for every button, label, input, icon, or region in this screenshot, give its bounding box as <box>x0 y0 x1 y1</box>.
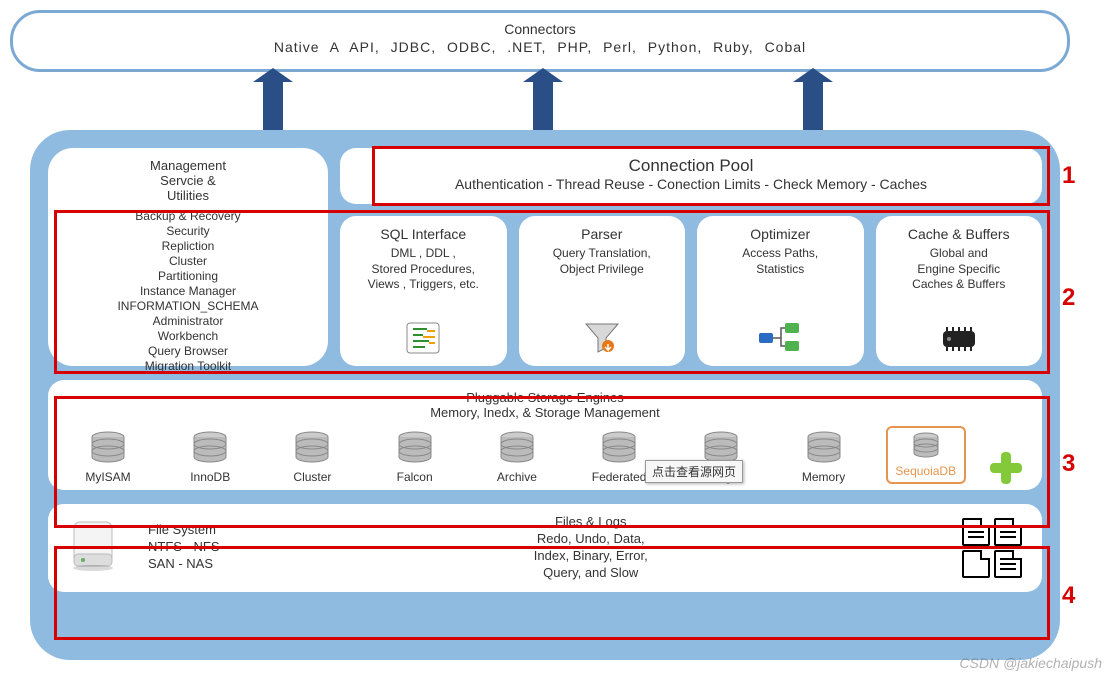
management-title-2: Servcie & <box>56 173 320 188</box>
connection-pool-box: Connection Pool Authentication - Thread … <box>340 148 1042 204</box>
doc-icon-3 <box>962 550 990 578</box>
svc-title-2: Optimizer <box>705 226 856 242</box>
management-items: Backup & Recovery Security Repliction Cl… <box>56 209 320 374</box>
sql-icon <box>348 320 499 356</box>
sql-interface-box: SQL Interface DML , DDL , Stored Procedu… <box>340 216 507 366</box>
add-engine-button[interactable] <box>988 450 1022 484</box>
connection-pool-title: Connection Pool <box>348 156 1034 176</box>
cache-box: Cache & Buffers Global and Engine Specif… <box>876 216 1043 366</box>
engine-archive: Archive <box>477 430 557 484</box>
optimizer-box: Optimizer Access Paths, Statistics <box>697 216 864 366</box>
connectors-list: Native A API, JDBC, ODBC, .NET, PHP, Per… <box>13 39 1067 55</box>
filesystem-text: File System NTFS - NFS SAN - NAS <box>148 522 220 573</box>
funnel-icon <box>527 320 678 356</box>
svc-desc-2: Access Paths, Statistics <box>705 246 856 277</box>
filesystem-box: File System NTFS - NFS SAN - NAS Files &… <box>48 504 1042 592</box>
flow-icon <box>705 320 856 356</box>
document-icons <box>962 518 1022 578</box>
arrow-3 <box>803 82 823 130</box>
engine-myisam: MyISAM <box>68 430 148 484</box>
doc-icon-2 <box>994 518 1022 546</box>
section-num-4: 4 <box>1062 582 1075 610</box>
engines-row: MyISAM InnoDB Cluster Falcon Archive Fed… <box>68 426 1022 484</box>
watermark: CSDN @jakiechaipush <box>959 655 1102 671</box>
engine-sequoiadb[interactable]: SequoiaDB <box>886 426 966 484</box>
engine-innodb: InnoDB <box>170 430 250 484</box>
doc-icon-1 <box>962 518 990 546</box>
main-panel: Management Servcie & Utilities Backup & … <box>30 130 1060 660</box>
section-num-3: 3 <box>1062 450 1075 478</box>
svc-title-0: SQL Interface <box>348 226 499 242</box>
engine-cluster: Cluster <box>272 430 352 484</box>
storage-engines-box: Pluggable Storage Engines Memory, Inedx,… <box>48 380 1042 490</box>
connection-pool-sub: Authentication - Thread Reuse - Conectio… <box>348 176 1034 192</box>
arrow-1 <box>263 82 283 130</box>
disk-icon <box>68 518 118 577</box>
svc-desc-1: Query Translation, Object Privilege <box>527 246 678 277</box>
chip-icon <box>884 320 1035 356</box>
parser-box: Parser Query Translation, Object Privile… <box>519 216 686 366</box>
engine-falcon: Falcon <box>375 430 455 484</box>
engines-sub: Memory, Inedx, & Storage Management <box>68 405 1022 420</box>
section-num-1: 1 <box>1062 162 1075 190</box>
svc-desc-0: DML , DDL , Stored Procedures, Views , T… <box>348 246 499 293</box>
management-title-1: Management <box>56 158 320 173</box>
connectors-title: Connectors <box>13 21 1067 37</box>
engine-memory: Memory <box>784 430 864 484</box>
management-box: Management Servcie & Utilities Backup & … <box>48 148 328 366</box>
svc-title-3: Cache & Buffers <box>884 226 1035 242</box>
engines-title: Pluggable Storage Engines <box>68 390 1022 405</box>
management-title-3: Utilities <box>56 188 320 203</box>
svc-desc-3: Global and Engine Specific Caches & Buff… <box>884 246 1035 293</box>
connectors-box: Connectors Native A API, JDBC, ODBC, .NE… <box>10 10 1070 72</box>
doc-icon-4 <box>994 550 1022 578</box>
files-logs-text: Files & Logs Redo, Undo, Data, Index, Bi… <box>250 514 933 582</box>
source-tooltip: 点击查看源网页 <box>645 460 743 483</box>
svc-title-1: Parser <box>527 226 678 242</box>
arrow-2 <box>533 82 553 130</box>
section-num-2: 2 <box>1062 284 1075 312</box>
